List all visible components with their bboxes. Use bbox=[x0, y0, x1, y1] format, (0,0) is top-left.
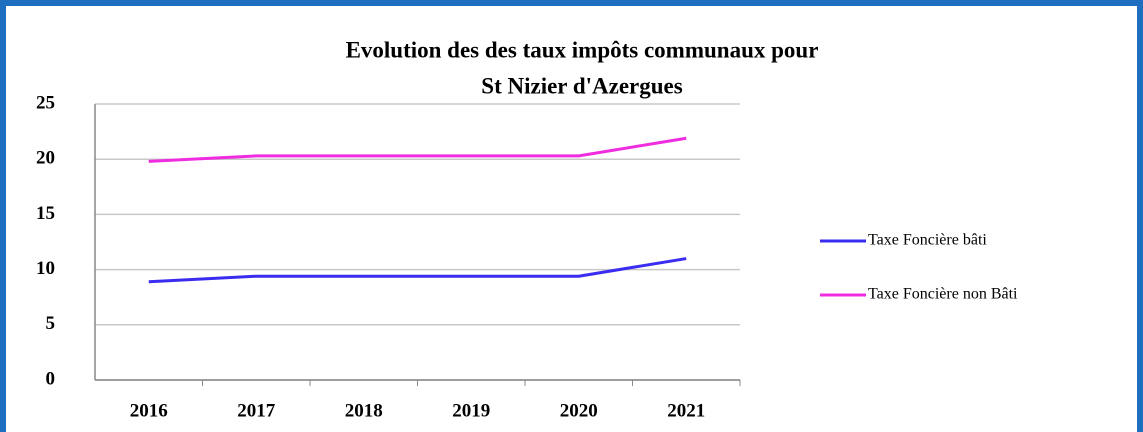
x-tick-label: 2017 bbox=[237, 400, 276, 421]
y-tick-label: 5 bbox=[46, 313, 56, 334]
legend-label: Taxe Foncière non Bâti bbox=[868, 286, 1018, 303]
x-tick-label: 2020 bbox=[560, 400, 598, 421]
y-tick-label: 25 bbox=[36, 92, 55, 113]
chart-title: St Nizier d'Azergues bbox=[481, 73, 682, 98]
x-tick-label: 2021 bbox=[667, 400, 705, 421]
y-tick-label: 0 bbox=[46, 368, 56, 389]
x-tick-label: 2018 bbox=[345, 400, 383, 421]
x-tick-label: 2016 bbox=[130, 400, 168, 421]
series-line bbox=[148, 257, 687, 284]
y-tick-label: 15 bbox=[36, 203, 55, 224]
x-tick-label: 2019 bbox=[452, 400, 490, 421]
y-tick-label: 10 bbox=[36, 258, 55, 279]
y-tick-label: 20 bbox=[36, 148, 55, 169]
series-line bbox=[148, 136, 687, 163]
legend-label: Taxe Foncière bâti bbox=[868, 232, 987, 249]
chart-title: Evolution des des taux impôts communaux … bbox=[346, 37, 819, 62]
